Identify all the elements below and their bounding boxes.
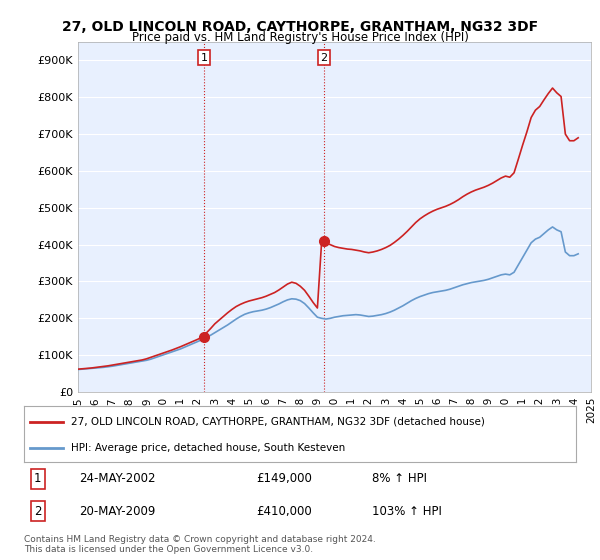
- Text: 20-MAY-2009: 20-MAY-2009: [79, 505, 155, 517]
- Text: HPI: Average price, detached house, South Kesteven: HPI: Average price, detached house, Sout…: [71, 443, 345, 453]
- Text: 103% ↑ HPI: 103% ↑ HPI: [372, 505, 442, 517]
- Text: 24-MAY-2002: 24-MAY-2002: [79, 473, 156, 486]
- Text: Price paid vs. HM Land Registry's House Price Index (HPI): Price paid vs. HM Land Registry's House …: [131, 31, 469, 44]
- Text: 27, OLD LINCOLN ROAD, CAYTHORPE, GRANTHAM, NG32 3DF: 27, OLD LINCOLN ROAD, CAYTHORPE, GRANTHA…: [62, 20, 538, 34]
- Text: Contains HM Land Registry data © Crown copyright and database right 2024.
This d: Contains HM Land Registry data © Crown c…: [24, 535, 376, 554]
- Text: £410,000: £410,000: [256, 505, 311, 517]
- Text: 1: 1: [200, 53, 208, 63]
- Text: 8% ↑ HPI: 8% ↑ HPI: [372, 473, 427, 486]
- Text: 2: 2: [320, 53, 328, 63]
- Text: 1: 1: [34, 473, 41, 486]
- Text: 2: 2: [34, 505, 41, 517]
- Text: 27, OLD LINCOLN ROAD, CAYTHORPE, GRANTHAM, NG32 3DF (detached house): 27, OLD LINCOLN ROAD, CAYTHORPE, GRANTHA…: [71, 417, 485, 427]
- Text: £149,000: £149,000: [256, 473, 312, 486]
